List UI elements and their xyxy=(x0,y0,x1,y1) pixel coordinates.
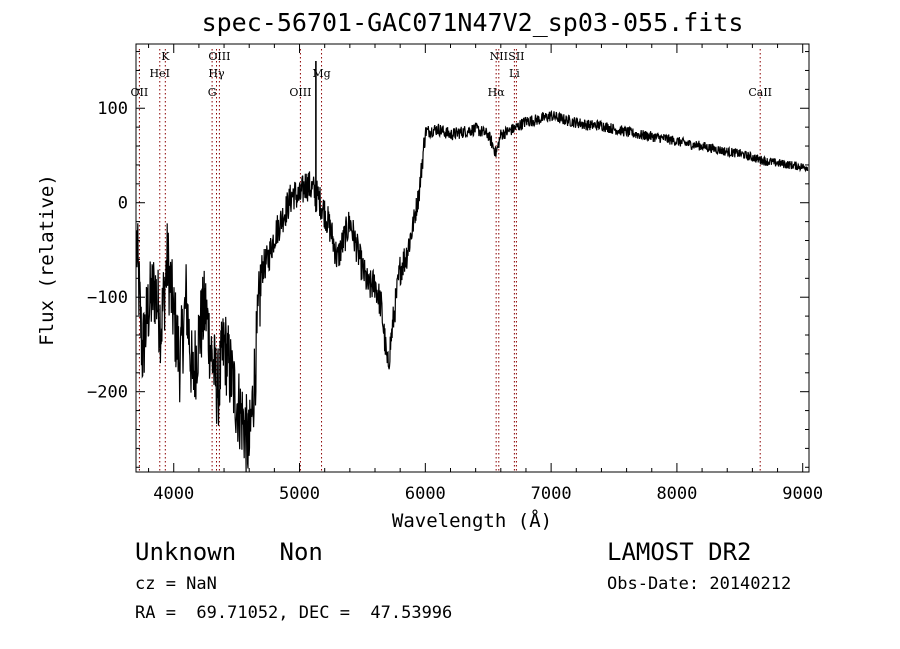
plot-border xyxy=(135,43,810,473)
x-tick-label: 5000 xyxy=(279,484,320,504)
spectral-line-markers xyxy=(138,49,761,472)
spectral-line-label: K xyxy=(161,50,170,63)
spectral-line-label: OIII xyxy=(289,86,311,99)
coordinates-text: RA = 69.71052, DEC = 47.53996 xyxy=(135,603,453,623)
x-tick-label: 7000 xyxy=(531,484,572,504)
spectral-line-label: CaII xyxy=(748,86,772,99)
spectral-line-label: OIII xyxy=(208,50,230,63)
y-tick-label: −100 xyxy=(87,288,128,308)
chart-title: spec-56701-GAC071N47V2_sp03-055.fits xyxy=(201,8,744,37)
spectral-line-label: G xyxy=(208,86,217,99)
spectral-line-label: NII xyxy=(490,50,508,63)
y-tick-label: −200 xyxy=(87,383,128,403)
spectral-line-label: Hγ xyxy=(208,67,225,80)
x-tick-label: 4000 xyxy=(153,484,194,504)
plot-frame: 4000 5000 6000 7000 8000 9000 100 0 −100 −200 xyxy=(87,43,823,504)
y-axis-label: Flux (relative) xyxy=(36,174,58,346)
y-tick-label: 0 xyxy=(118,194,128,214)
spectrum-series xyxy=(136,61,809,473)
survey-name: LAMOST DR2 xyxy=(607,538,752,566)
spectral-line-label: Li xyxy=(509,67,520,80)
object-class: Unknown Non xyxy=(135,538,323,566)
y-tick-label: 100 xyxy=(97,99,128,119)
spectral-line-label: OII xyxy=(131,86,149,99)
spectrum-line xyxy=(136,109,809,473)
observation-date: Obs-Date: 20140212 xyxy=(607,574,792,594)
spectral-line-label: Mg xyxy=(312,67,330,80)
spectral-line-label: HeI xyxy=(150,67,170,80)
x-axis-label: Wavelength (Å) xyxy=(391,510,553,532)
x-tick-label: 6000 xyxy=(405,484,446,504)
x-tick-label: 9000 xyxy=(782,484,823,504)
spectral-line-label: SII xyxy=(508,50,524,63)
x-tick-label: 8000 xyxy=(656,484,697,504)
spectral-line-label: Hα xyxy=(488,86,506,99)
redshift-text: cz = NaN xyxy=(135,574,217,594)
